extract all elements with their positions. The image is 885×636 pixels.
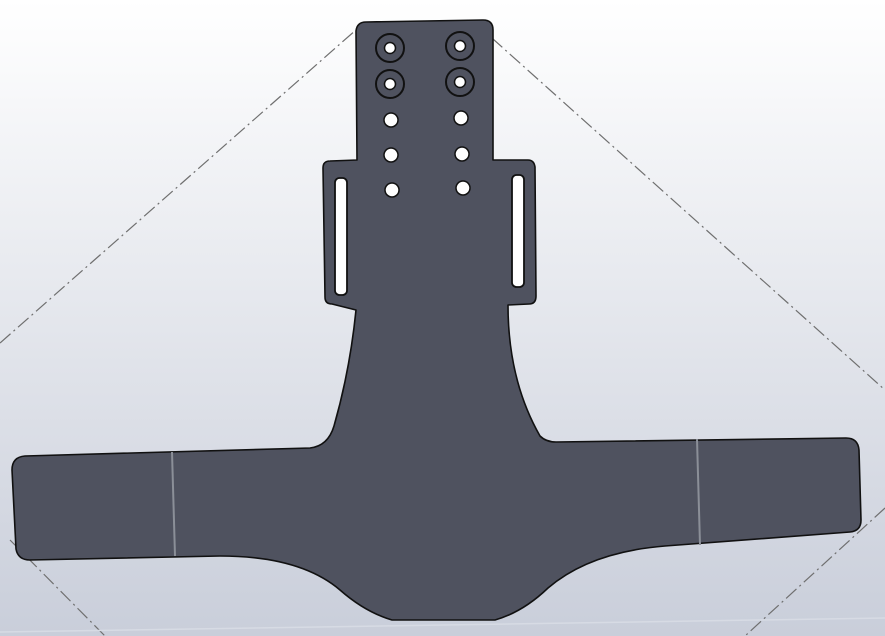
sketch-line-left-upper xyxy=(0,21,366,344)
mounting-holes xyxy=(375,31,475,99)
slots xyxy=(334,174,525,296)
small-hole xyxy=(453,110,469,126)
small-hole xyxy=(455,180,471,196)
small-holes xyxy=(383,110,471,198)
sketch-line-right-upper xyxy=(473,21,885,391)
small-hole xyxy=(383,147,399,163)
sketch-dash-dot-lines xyxy=(0,21,885,636)
sheet-metal-part[interactable] xyxy=(11,19,862,621)
part-body[interactable] xyxy=(11,19,862,621)
mounting-hole xyxy=(445,67,475,97)
slot-right xyxy=(511,174,525,288)
small-hole xyxy=(383,112,399,128)
small-hole xyxy=(454,146,470,162)
mounting-hole xyxy=(375,69,405,99)
mounting-hole xyxy=(375,33,405,63)
bend-line-left xyxy=(171,451,176,557)
floor-reference-line xyxy=(0,617,885,633)
bend-lines xyxy=(171,438,701,557)
slot-left xyxy=(334,177,348,296)
bend-line-right xyxy=(696,438,701,546)
mounting-hole xyxy=(445,31,475,61)
sketch-line-left-lower xyxy=(9,539,106,636)
small-hole xyxy=(384,182,400,198)
sketch-line-right-lower xyxy=(744,507,885,636)
